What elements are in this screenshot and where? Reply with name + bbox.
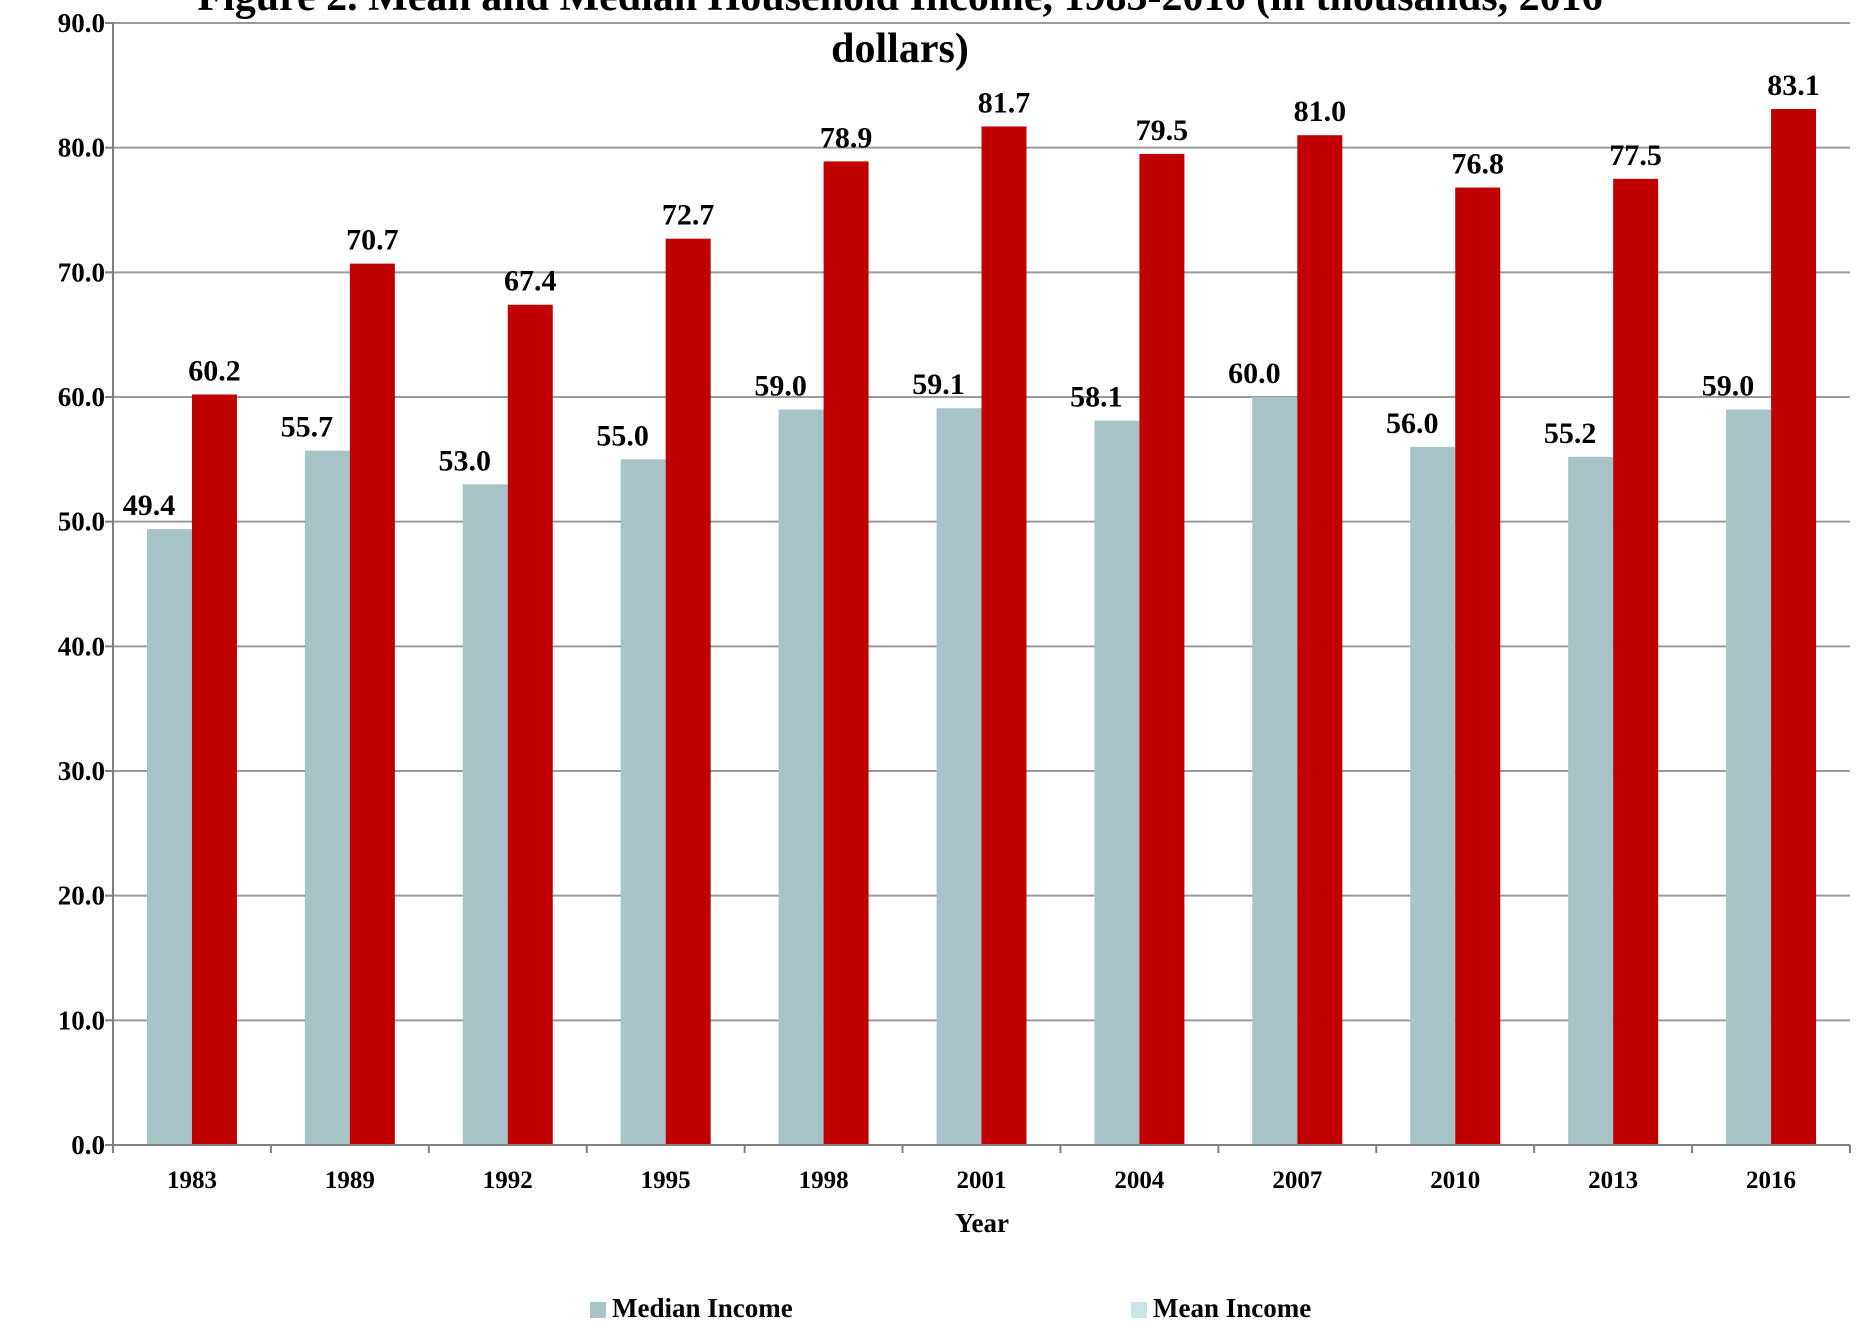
data-label-median-income-1989: 55.7 bbox=[281, 411, 334, 444]
data-label-mean-income-2001: 81.7 bbox=[978, 86, 1031, 119]
x-tick-label: 2004 bbox=[1114, 1167, 1165, 1194]
data-label-mean-income-2010: 76.8 bbox=[1451, 148, 1504, 181]
bars bbox=[146, 109, 1817, 1146]
data-label-mean-income-2016: 83.1 bbox=[1767, 69, 1820, 102]
axes: 0.0 10.0 20.0 30.0 40.0 50.0 60.0 70.0 80.0 90.0 1… bbox=[58, 8, 1851, 1194]
data-label-mean-income-2013: 77.5 bbox=[1609, 139, 1662, 172]
bar-median-income-2004 bbox=[1094, 420, 1140, 1146]
data-label-mean-income-2004: 79.5 bbox=[1136, 114, 1189, 147]
x-tick-label: 1995 bbox=[641, 1167, 691, 1194]
bar-mean-income-2016 bbox=[1771, 109, 1817, 1145]
chart-title-line-1: Figure 2. Mean and Median Household Inco… bbox=[197, 0, 1602, 20]
data-label-median-income-2016: 59.0 bbox=[1702, 369, 1755, 402]
legend-swatch-median-income bbox=[590, 1302, 606, 1318]
x-tick-label: 2007 bbox=[1272, 1167, 1322, 1194]
data-label-mean-income-2007: 81.0 bbox=[1294, 95, 1347, 128]
x-tick-label: 1989 bbox=[325, 1167, 375, 1194]
data-label-median-income-2004: 58.1 bbox=[1070, 381, 1123, 414]
y-tick-label: 50.0 bbox=[58, 507, 105, 537]
legend-label-median-income: Median Income bbox=[612, 1293, 793, 1323]
x-tick-label: 1983 bbox=[167, 1167, 217, 1194]
legend-label-mean-income: Mean Income bbox=[1153, 1293, 1311, 1323]
chart-title-line-2: dollars) bbox=[831, 26, 969, 72]
data-label-median-income-2010: 56.0 bbox=[1386, 407, 1439, 440]
bar-mean-income-1995 bbox=[665, 238, 711, 1145]
data-label-mean-income-1989: 70.7 bbox=[346, 224, 399, 257]
data-label-median-income-1992: 53.0 bbox=[439, 444, 492, 477]
x-tick-label: 2010 bbox=[1430, 1167, 1480, 1194]
bar-mean-income-1992 bbox=[507, 304, 553, 1145]
bar-mean-income-1983 bbox=[191, 394, 237, 1145]
x-tick-label: 2013 bbox=[1588, 1167, 1638, 1194]
data-label-mean-income-1995: 72.7 bbox=[662, 199, 715, 232]
y-tick-label: 20.0 bbox=[58, 881, 105, 911]
bar-median-income-2013 bbox=[1568, 456, 1614, 1146]
bar-median-income-1983 bbox=[146, 529, 192, 1145]
data-label-median-income-1998: 59.0 bbox=[754, 369, 807, 402]
y-tick-label: 70.0 bbox=[58, 257, 105, 287]
y-tick-label: 10.0 bbox=[58, 1005, 105, 1035]
bar-median-income-2007 bbox=[1252, 397, 1298, 1145]
y-tick-label: 80.0 bbox=[58, 133, 105, 163]
legend: Median Income Mean Income bbox=[590, 1293, 1311, 1323]
bar-mean-income-2007 bbox=[1297, 135, 1343, 1145]
x-tick-label: 1992 bbox=[483, 1167, 533, 1194]
data-label-median-income-2013: 55.2 bbox=[1544, 417, 1597, 450]
y-tick-label: 40.0 bbox=[58, 631, 105, 661]
y-tick-label: 90.0 bbox=[58, 8, 105, 38]
bar-median-income-1995 bbox=[620, 459, 666, 1145]
data-label-mean-income-1992: 67.4 bbox=[504, 265, 557, 298]
bar-median-income-2001 bbox=[936, 408, 982, 1146]
bar-mean-income-1998 bbox=[823, 161, 869, 1145]
bar-mean-income-2013 bbox=[1613, 178, 1659, 1146]
data-labels: 49.4 60.2 55.7 70.7 53.0 67.4 55.0 72.7 59.0 78.9… bbox=[123, 69, 1820, 522]
data-label-mean-income-1983: 60.2 bbox=[188, 355, 241, 388]
x-tick-label: 2001 bbox=[957, 1167, 1007, 1194]
bar-mean-income-1989 bbox=[349, 263, 395, 1145]
bar-median-income-2016 bbox=[1726, 409, 1772, 1145]
x-tick-label: 1998 bbox=[799, 1167, 849, 1194]
bar-median-income-2010 bbox=[1410, 446, 1456, 1145]
legend-swatch-mean-income bbox=[1131, 1302, 1147, 1318]
bar-mean-income-2004 bbox=[1139, 153, 1185, 1145]
y-tick-label: 30.0 bbox=[58, 756, 105, 786]
bar-mean-income-2010 bbox=[1455, 187, 1501, 1145]
x-axis-label: Year bbox=[955, 1208, 1009, 1238]
y-tick-label: 0.0 bbox=[71, 1130, 105, 1160]
data-label-mean-income-1998: 78.9 bbox=[820, 121, 873, 154]
bar-median-income-1998 bbox=[778, 409, 824, 1145]
data-label-median-income-2007: 60.0 bbox=[1228, 357, 1281, 390]
y-tick-label: 60.0 bbox=[58, 382, 105, 412]
data-label-median-income-1983: 49.4 bbox=[123, 489, 176, 522]
data-label-median-income-1995: 55.0 bbox=[596, 419, 649, 452]
data-label-median-income-2001: 59.1 bbox=[912, 368, 965, 401]
bar-median-income-1992 bbox=[462, 484, 508, 1145]
bar-mean-income-2001 bbox=[981, 126, 1027, 1146]
bar-median-income-1989 bbox=[304, 450, 350, 1145]
x-tick-label: 2016 bbox=[1746, 1167, 1796, 1194]
